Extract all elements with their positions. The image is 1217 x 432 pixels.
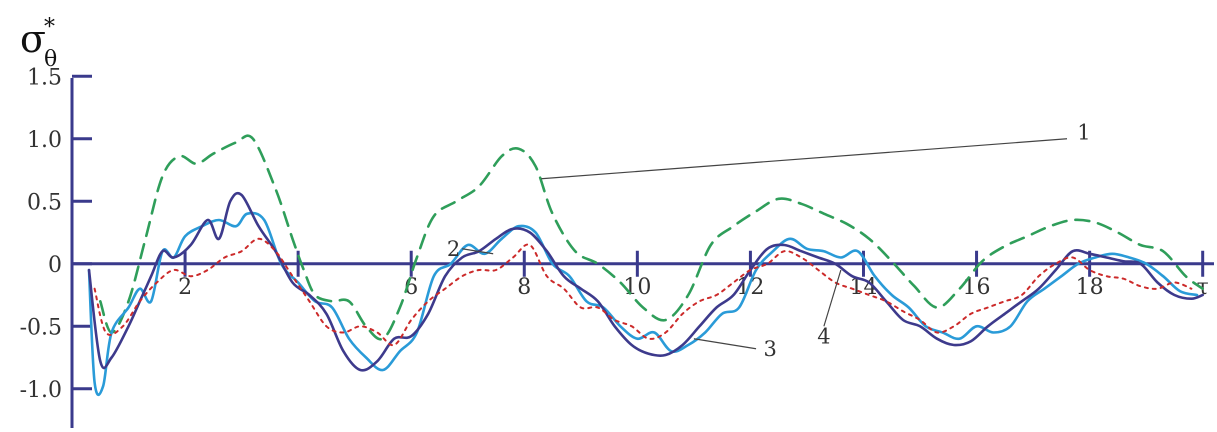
x-tick-label: 10 (623, 275, 651, 300)
y-tick-label: 0 (48, 253, 62, 278)
y-axis-title-sub: θ (44, 47, 57, 72)
y-tick-label: 0.5 (27, 190, 62, 215)
y-tick-label: 1.5 (27, 65, 62, 90)
y-tick-label: -0.5 (20, 315, 62, 340)
curve-label-pointer (461, 248, 494, 255)
y-tick-label: -1.0 (20, 378, 62, 403)
axes: 1.51.00.50-0.5-1.02 6 8 10 12 14 16 18 τ (20, 65, 1214, 428)
x-tick-label: 18 (1076, 275, 1104, 300)
curve-label-1: 1 (1077, 121, 1090, 145)
curve-label-pointer (823, 269, 842, 327)
curve-label-pointer (693, 338, 757, 350)
y-axis-title: σ * θ (20, 15, 57, 72)
curve-label-3: 3 (764, 337, 777, 361)
x-tick-label: 2 (178, 275, 192, 300)
series-layer (87, 134, 1204, 397)
y-axis-title-main: σ (20, 17, 46, 61)
y-axis-title-sup: * (44, 15, 55, 40)
series-line-3 (87, 191, 1204, 372)
series-line-2 (87, 211, 1199, 397)
x-tick-label: 8 (517, 275, 531, 300)
curve-label-pointer (541, 138, 1068, 180)
curve-label-2: 2 (447, 237, 460, 261)
series-line-1 (99, 134, 1204, 341)
svg-text:σ: σ (20, 17, 46, 61)
x-tick-label: 12 (736, 275, 764, 300)
series-line-4 (93, 237, 1193, 347)
y-tick-label: 1.0 (27, 128, 62, 153)
curve-label-4: 4 (817, 324, 830, 348)
